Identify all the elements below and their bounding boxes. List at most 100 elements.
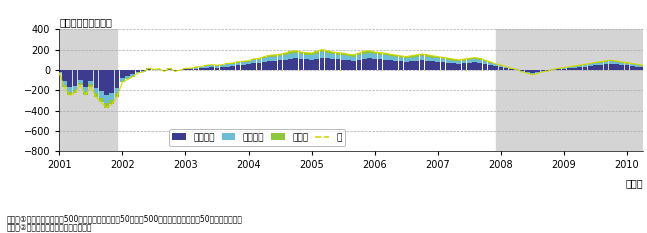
Bar <box>262 62 267 70</box>
Bar <box>467 58 472 60</box>
Bar <box>367 53 372 58</box>
Bar <box>378 55 382 59</box>
Bar <box>309 53 314 55</box>
Bar <box>535 72 540 73</box>
Bar <box>267 55 272 57</box>
Bar <box>299 52 303 54</box>
Bar <box>89 81 93 84</box>
Bar <box>641 66 645 67</box>
Bar <box>225 66 230 70</box>
Bar <box>314 54 319 59</box>
Bar <box>430 62 435 70</box>
Bar <box>646 68 647 70</box>
Bar <box>572 66 577 68</box>
Bar <box>146 69 151 70</box>
Bar <box>267 57 272 62</box>
Bar <box>488 63 493 65</box>
Bar <box>288 51 293 54</box>
Bar <box>272 57 277 61</box>
Bar <box>94 70 98 88</box>
Bar <box>630 64 635 66</box>
Bar <box>467 63 472 70</box>
Bar <box>404 57 409 58</box>
Bar <box>193 67 198 68</box>
Bar <box>362 51 367 54</box>
Bar <box>78 80 83 83</box>
Bar <box>598 65 603 70</box>
Bar <box>168 69 172 70</box>
Bar <box>451 63 456 70</box>
Bar <box>583 64 587 65</box>
Bar <box>625 64 630 65</box>
Bar <box>304 55 309 59</box>
Bar <box>115 93 120 96</box>
Bar <box>614 62 619 65</box>
Bar <box>393 55 398 57</box>
Bar <box>94 88 98 93</box>
Bar <box>430 56 435 58</box>
Bar <box>288 54 293 59</box>
Bar <box>351 55 356 57</box>
Bar <box>346 56 351 60</box>
Bar <box>393 57 398 61</box>
Bar <box>625 65 630 70</box>
Bar <box>146 68 151 69</box>
Bar <box>435 57 440 58</box>
Bar <box>388 56 393 60</box>
Bar <box>336 59 340 70</box>
Text: （年）: （年） <box>625 178 643 188</box>
Bar <box>541 71 545 72</box>
Bar <box>230 64 235 66</box>
Bar <box>378 59 382 70</box>
Bar <box>514 69 519 70</box>
Bar <box>420 60 424 70</box>
Legend: 中小企業, 中堅企業, 大企業, 計: 中小企業, 中堅企業, 大企業, 計 <box>169 130 345 146</box>
Bar <box>619 63 624 65</box>
Text: 備考：①大企業は雇用者数500人以上、中堅企業は50人以上500人未満、中小企業は50人未満の企業。: 備考：①大企業は雇用者数500人以上、中堅企業は50人以上500人未満、中小企業… <box>6 214 243 223</box>
Bar <box>99 98 104 102</box>
Bar <box>246 61 251 62</box>
Bar <box>131 70 135 74</box>
Bar <box>193 69 198 70</box>
Bar <box>441 59 445 62</box>
Bar <box>593 63 598 65</box>
Bar <box>435 58 440 62</box>
Bar <box>346 54 351 56</box>
Bar <box>446 58 451 60</box>
Bar <box>472 58 477 59</box>
Bar <box>193 68 198 69</box>
Bar <box>409 58 414 62</box>
Bar <box>477 63 482 70</box>
Bar <box>483 62 487 64</box>
Bar <box>288 59 293 70</box>
Bar <box>635 64 640 65</box>
Bar <box>294 58 298 70</box>
Bar <box>425 55 430 57</box>
Bar <box>420 54 424 56</box>
Bar <box>83 92 88 95</box>
Bar <box>72 86 78 90</box>
Bar <box>635 65 640 66</box>
Bar <box>414 57 419 61</box>
Bar <box>456 64 461 70</box>
Bar <box>89 70 93 81</box>
Bar <box>414 55 419 57</box>
Bar <box>330 59 335 70</box>
Bar <box>257 63 261 70</box>
Bar <box>425 61 430 70</box>
Bar <box>399 58 403 62</box>
Bar <box>131 76 135 77</box>
Bar <box>62 70 67 81</box>
Bar <box>320 58 325 70</box>
Bar <box>83 70 88 87</box>
Bar <box>72 70 78 86</box>
Bar <box>541 70 545 71</box>
Bar <box>604 61 608 62</box>
Bar <box>120 70 125 78</box>
Bar <box>252 63 256 70</box>
Bar <box>320 52 325 58</box>
Bar <box>188 68 193 69</box>
Bar <box>199 66 204 67</box>
Bar <box>598 63 603 65</box>
Bar <box>409 62 414 70</box>
